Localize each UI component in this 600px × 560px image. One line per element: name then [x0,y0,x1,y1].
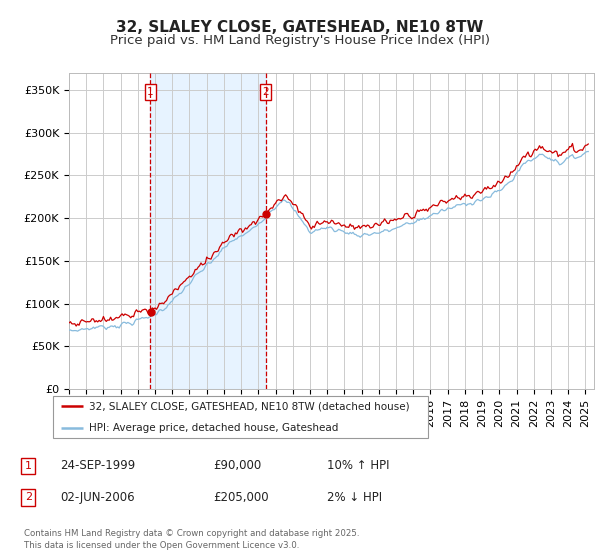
Text: Price paid vs. HM Land Registry's House Price Index (HPI): Price paid vs. HM Land Registry's House … [110,34,490,46]
Text: 1: 1 [25,461,32,471]
Text: 32, SLALEY CLOSE, GATESHEAD, NE10 8TW (detached house): 32, SLALEY CLOSE, GATESHEAD, NE10 8TW (d… [89,401,410,411]
Text: 2% ↓ HPI: 2% ↓ HPI [327,491,382,504]
Text: 02-JUN-2006: 02-JUN-2006 [60,491,134,504]
Bar [151,73,266,389]
Text: HPI: Average price, detached house, Gateshead: HPI: Average price, detached house, Gate… [89,423,338,433]
Text: 2: 2 [25,492,32,502]
Text: Contains HM Land Registry data © Crown copyright and database right 2025.
This d: Contains HM Land Registry data © Crown c… [24,529,359,550]
Text: 10% ↑ HPI: 10% ↑ HPI [327,459,389,473]
Text: 32, SLALEY CLOSE, GATESHEAD, NE10 8TW: 32, SLALEY CLOSE, GATESHEAD, NE10 8TW [116,20,484,35]
Text: £90,000: £90,000 [213,459,261,473]
Text: £205,000: £205,000 [213,491,269,504]
Text: 2: 2 [262,87,269,97]
Text: 24-SEP-1999: 24-SEP-1999 [60,459,135,473]
Text: 1: 1 [147,87,154,97]
FancyBboxPatch shape [53,395,428,438]
